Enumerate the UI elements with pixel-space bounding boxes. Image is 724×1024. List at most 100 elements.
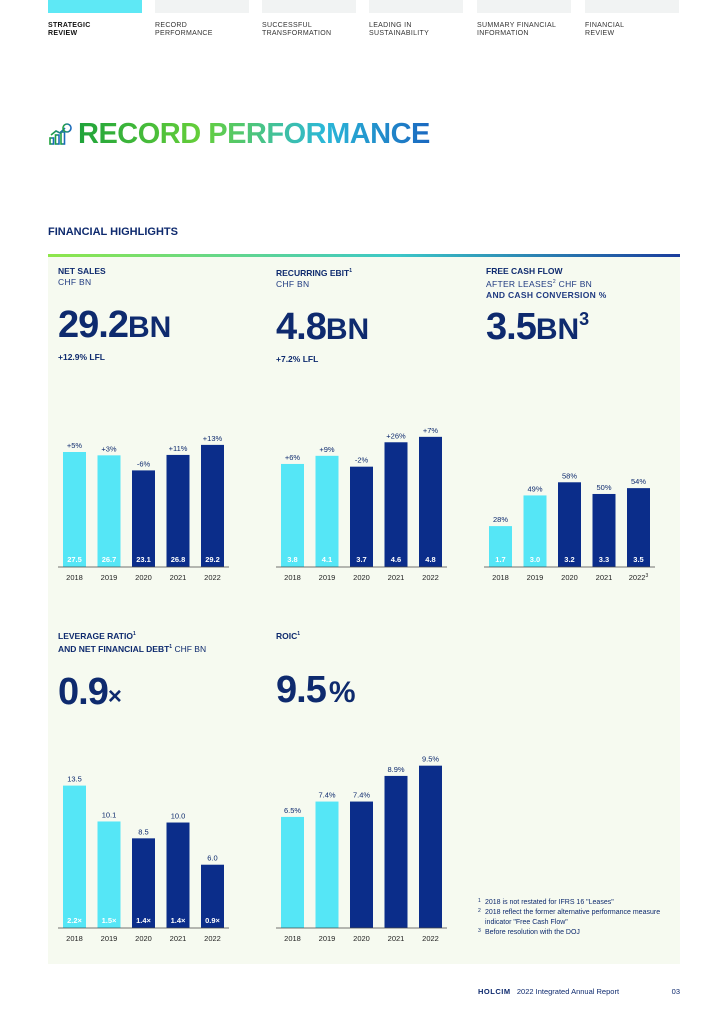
bar-2022 bbox=[419, 765, 442, 928]
bar-value-label: 3.5 bbox=[633, 555, 643, 564]
x-tick-label: 2020 bbox=[353, 573, 370, 582]
bar-value-label: 3.8 bbox=[287, 555, 297, 564]
kpi-roic: ROIC1 9.5% bbox=[276, 629, 356, 712]
kpi-sub-label: CHF BN bbox=[276, 278, 310, 289]
recurring-ebit-chart: +6% 3.8 2018 +9% 4.1 2019 -2% 3.7 2020 +26% 4.6 202… bbox=[276, 426, 447, 582]
page-title: RECORD PERFORMANCE bbox=[78, 118, 430, 150]
footnote: 2 2018 reflect the former alternative per… bbox=[478, 908, 661, 926]
x-tick-label: 2019 bbox=[527, 573, 544, 582]
x-tick-label: 2019 bbox=[101, 934, 118, 943]
kpi-value: 9.5% bbox=[276, 668, 356, 711]
bar-2022 bbox=[201, 864, 224, 928]
kpi-value: 29.2BN bbox=[58, 304, 172, 346]
roic-chart: 6.5% 2018 7.4% 2019 7.4% 2020 8.9% 2021 9.5% 2022 bbox=[276, 755, 447, 943]
kpi-label-2: AND NET FINANCIAL DEBT1 CHF BN bbox=[58, 643, 207, 654]
kpi-label: RECURRING EBIT1 bbox=[276, 267, 352, 278]
bar-2018 bbox=[281, 816, 304, 928]
bar-2021 bbox=[384, 775, 408, 928]
x-tick-label: 2020 bbox=[135, 934, 152, 943]
x-tick-label: 2020 bbox=[561, 573, 578, 582]
bar-top-label: 8.9% bbox=[387, 765, 404, 774]
bar-top-label: 9.5% bbox=[422, 755, 439, 764]
bar-2018 bbox=[63, 452, 86, 567]
bar-top-label: +11% bbox=[169, 444, 188, 453]
bar-value-label: 1.5× bbox=[102, 916, 117, 925]
bar-top-label: -6% bbox=[137, 459, 151, 468]
footer-report-name: 2022 Integrated Annual Report bbox=[516, 987, 620, 996]
nav-tab-label: FINANCIAL REVIEW bbox=[585, 22, 625, 37]
bar-2020 bbox=[350, 466, 373, 567]
bar-top-label: +3% bbox=[101, 444, 117, 453]
bar-value-label: 3.7 bbox=[356, 555, 366, 564]
bar-top-label: 49% bbox=[527, 484, 542, 493]
bar-value-label: 23.1 bbox=[136, 555, 151, 564]
kpi-value: 0.9× bbox=[58, 670, 122, 713]
bar-top-label: 13.5 bbox=[67, 775, 82, 784]
bar-value-label: 2.2× bbox=[67, 916, 82, 925]
footnote: 3 Before resolution with the DOJ bbox=[478, 928, 580, 936]
bar-2019 bbox=[97, 821, 121, 928]
bar-value-label: 3.3 bbox=[599, 555, 609, 564]
x-tick-label: 2021 bbox=[596, 573, 613, 582]
nav-tab-summary-financial-information[interactable]: SUMMARY FINANCIAL INFORMATION bbox=[477, 0, 571, 38]
nav-tab-leading-in-sustainability[interactable]: LEADING IN SUSTAINABILITY bbox=[369, 0, 463, 38]
bar-2019 bbox=[315, 455, 339, 567]
kpi-sub-label-2: AND CASH CONVERSION % bbox=[486, 289, 607, 300]
x-tick-label: 20223 bbox=[629, 573, 649, 582]
x-tick-label: 2022 bbox=[204, 934, 221, 943]
bar-2019 bbox=[97, 455, 121, 567]
nav-tab-label: RECORD PERFORMANCE bbox=[155, 22, 213, 37]
x-tick-label: 2021 bbox=[388, 573, 405, 582]
bar-2022 bbox=[201, 444, 224, 567]
bar-2019 bbox=[315, 801, 339, 928]
bar-top-label: +5% bbox=[67, 441, 83, 450]
kpi-label: ROIC1 bbox=[276, 630, 301, 641]
nav-tab-label: LEADING IN SUSTAINABILITY bbox=[369, 22, 430, 37]
nav-tab-label: SUCCESSFUL TRANSFORMATION bbox=[262, 22, 332, 37]
nav-tab-indicator bbox=[369, 0, 463, 13]
bar-value-label: 3.2 bbox=[564, 555, 574, 564]
nav-tab-successful-transformation[interactable]: SUCCESSFUL TRANSFORMATION bbox=[262, 0, 356, 38]
kpi-value: 4.8BN bbox=[276, 305, 370, 348]
kpi-free-cash-flow: FREE CASH FLOW AFTER LEASES2 CHF BN AND … bbox=[486, 266, 607, 349]
bar-top-label: 10.1 bbox=[102, 810, 117, 819]
nav-tab-financial-review[interactable]: FINANCIAL REVIEW bbox=[585, 0, 679, 38]
kpi-change: +12.9% LFL bbox=[58, 352, 106, 362]
bar-2021 bbox=[384, 442, 408, 567]
x-tick-label: 2019 bbox=[101, 573, 118, 582]
bar-top-label: 50% bbox=[596, 483, 611, 492]
x-tick-label: 2022 bbox=[422, 934, 439, 943]
x-tick-label: 2021 bbox=[388, 934, 405, 943]
nav-tab-record-performance[interactable]: RECORD PERFORMANCE bbox=[155, 0, 249, 38]
kpi-leverage-ratio: LEVERAGE RATIO1 AND NET FINANCIAL DEBT1 … bbox=[58, 629, 206, 716]
bar-value-label: 3.0 bbox=[530, 555, 540, 564]
bar-value-label: 1.7 bbox=[495, 555, 505, 564]
bar-top-label: +6% bbox=[285, 453, 301, 462]
bar-2021 bbox=[166, 454, 190, 567]
bar-2021 bbox=[166, 822, 190, 928]
x-tick-label: 2022 bbox=[204, 573, 221, 582]
nav-tab-indicator bbox=[48, 0, 142, 13]
kpi-sub-label: CHF BN bbox=[58, 277, 92, 287]
bar-2018 bbox=[489, 526, 512, 567]
footer-brand: HOLCIM bbox=[478, 987, 511, 996]
bar-value-label: 1.4× bbox=[171, 916, 186, 925]
page-title-row: RECORD PERFORMANCE bbox=[48, 118, 430, 151]
page-number: 03 bbox=[671, 987, 680, 996]
nav-tab-strategic-review[interactable]: STRATEGIC REVIEW bbox=[48, 0, 142, 38]
kpi-sub-label: AFTER LEASES2 CHF BN bbox=[486, 278, 593, 289]
x-tick-label: 2018 bbox=[284, 573, 301, 582]
bar-top-label: +13% bbox=[203, 434, 223, 443]
nav-tab-label: SUMMARY FINANCIAL INFORMATION bbox=[477, 22, 557, 37]
bar-2022 bbox=[419, 436, 442, 567]
bar-top-label: +7% bbox=[423, 426, 439, 435]
footnotes: 1 2018 is not restated for IFRS 16 "Lease… bbox=[478, 898, 678, 938]
bar-value-label: 1.4× bbox=[136, 916, 151, 925]
kpi-label: LEVERAGE RATIO1 bbox=[58, 630, 136, 641]
kpi-change: +7.2% LFL bbox=[276, 353, 319, 364]
bar-top-label: 8.5 bbox=[138, 827, 148, 836]
bar-2018 bbox=[281, 463, 304, 567]
bar-value-label: 4.8 bbox=[425, 555, 435, 564]
x-tick-label: 2020 bbox=[135, 573, 152, 582]
x-tick-label: 2021 bbox=[170, 573, 187, 582]
